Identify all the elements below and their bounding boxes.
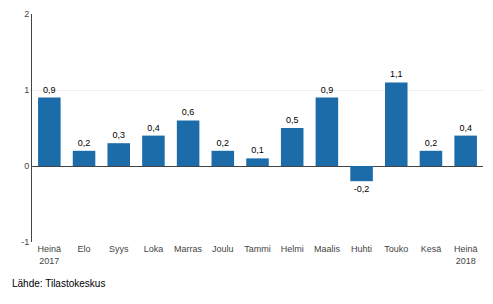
svg-text:Heinä2018: Heinä2018	[454, 244, 478, 266]
svg-text:0: 0	[24, 161, 29, 171]
svg-text:1,1: 1,1	[390, 69, 403, 79]
svg-text:Loka: Loka	[144, 244, 164, 254]
svg-text:0,4: 0,4	[147, 123, 160, 133]
svg-text:0,2: 0,2	[425, 138, 438, 148]
svg-text:0,3: 0,3	[112, 130, 125, 140]
svg-text:Marras: Marras	[174, 244, 203, 254]
svg-text:Maalis: Maalis	[314, 244, 341, 254]
svg-text:Huhti: Huhti	[351, 244, 372, 254]
svg-text:0,4: 0,4	[459, 123, 472, 133]
svg-text:0,1: 0,1	[251, 145, 264, 155]
svg-text:Helmi: Helmi	[281, 244, 304, 254]
svg-text:1: 1	[24, 85, 29, 95]
svg-text:0,9: 0,9	[321, 85, 334, 95]
svg-text:0,2: 0,2	[217, 138, 230, 148]
svg-text:-1: -1	[21, 237, 29, 247]
svg-text:Heinä2017: Heinä2017	[38, 244, 62, 266]
svg-text:Syys: Syys	[109, 244, 129, 254]
svg-text:Kesä: Kesä	[421, 244, 442, 254]
svg-text:Tammi: Tammi	[244, 244, 271, 254]
svg-text:0,5: 0,5	[286, 115, 299, 125]
svg-text:Elo: Elo	[78, 244, 91, 254]
svg-text:0,6: 0,6	[182, 107, 195, 117]
svg-text:Lähde: Tilastokeskus: Lähde: Tilastokeskus	[12, 278, 105, 289]
svg-text:0,9: 0,9	[43, 85, 56, 95]
svg-text:2: 2	[24, 9, 29, 19]
svg-text:-0,2: -0,2	[354, 184, 370, 194]
svg-text:Touko: Touko	[384, 244, 408, 254]
svg-text:Joulu: Joulu	[212, 244, 234, 254]
svg-text:0,2: 0,2	[78, 138, 91, 148]
